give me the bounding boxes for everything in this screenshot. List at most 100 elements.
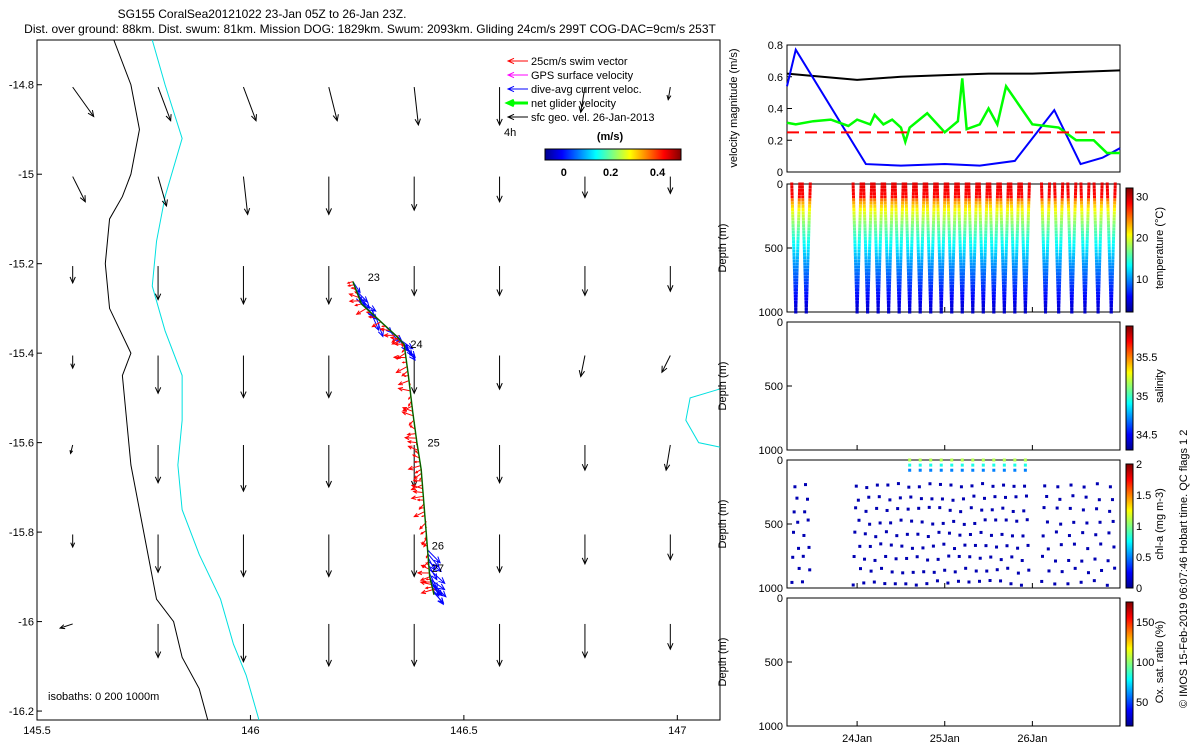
temperature-sample-point <box>947 236 951 240</box>
temperature-sample-point <box>959 256 963 260</box>
temperature-sample-point <box>1083 294 1087 298</box>
temperature-sample-point <box>1015 246 1019 250</box>
temperature-sample-point <box>929 304 933 308</box>
temperature-sample-point <box>880 201 884 205</box>
temperature-sample-point <box>1017 185 1021 189</box>
chl-sample-point <box>963 543 967 547</box>
temperature-sample-point <box>952 252 956 256</box>
geo-velocity-arrow-head <box>70 363 76 370</box>
temperature-sample-point <box>1106 208 1110 212</box>
temperature-sample-point <box>869 204 873 208</box>
temperature-sample-point <box>979 230 983 234</box>
temperature-sample-point <box>857 246 861 250</box>
chl-sample-point <box>1016 571 1020 575</box>
temperature-sample-point <box>862 204 866 208</box>
temperature-sample-point <box>1059 227 1063 231</box>
temperature-sample-point <box>890 204 894 208</box>
time-x-tick-label: 24Jan <box>842 733 872 745</box>
chl-sample-point <box>896 507 900 511</box>
temperature-sample-point <box>942 217 946 221</box>
temperature-sample-point <box>884 217 888 221</box>
temperature-sample-point <box>1024 278 1028 282</box>
temperature-sample-point <box>876 300 880 304</box>
swim-vector-arrow-shaft <box>407 433 416 436</box>
temperature-sample-point <box>948 262 952 266</box>
chl-sample-point <box>943 568 947 572</box>
chl-sample-point <box>1100 568 1104 572</box>
chl-sample-point <box>1112 545 1116 549</box>
swim-vector-arrow <box>409 425 416 430</box>
temperature-sample-point <box>1085 230 1089 234</box>
chl-sample-point <box>1002 483 1006 487</box>
chl-sample-point <box>900 544 904 548</box>
temperature-sample-point <box>992 294 996 298</box>
chl-a-colorbar-tick-label: 0.5 <box>1136 552 1151 564</box>
map-y-tick-label: -15 <box>18 169 34 181</box>
map-y-tick-label: -15.4 <box>9 348 34 360</box>
temperature-sample-point <box>1016 214 1020 218</box>
temperature-sample-point <box>803 256 807 260</box>
temperature-sample-point <box>1057 310 1061 314</box>
temperature-sample-point <box>950 307 954 311</box>
temperature-sample-point <box>877 284 881 288</box>
temperature-sample-point <box>886 275 890 279</box>
temperature-sample-point <box>1071 278 1075 282</box>
temperature-sample-point <box>994 240 998 244</box>
temperature-sample-point <box>1084 278 1088 282</box>
temperature-sample-point <box>980 259 984 263</box>
temperature-sample-point <box>868 230 872 234</box>
temperature-sample-point <box>949 272 953 276</box>
chl-sample-point <box>919 497 923 501</box>
temperature-sample-point <box>982 284 986 288</box>
temperature-sample-point <box>1004 256 1008 260</box>
temperature-sample-point <box>1003 294 1007 298</box>
swim-vector-arrow-head <box>409 425 413 429</box>
temperature-sample-point <box>991 275 995 279</box>
temperature-sample-point <box>1092 192 1096 196</box>
current-vector-arrow-shaft <box>427 549 441 564</box>
swim-vector-arrow-head <box>414 470 419 474</box>
temperature-sample-point <box>1011 243 1015 247</box>
geo-velocity-arrow <box>240 266 247 306</box>
temperature-sample-point <box>925 201 929 205</box>
temperature-sample-point <box>806 268 810 272</box>
chl-sample-point <box>885 508 889 512</box>
temperature-sample-point <box>1045 262 1049 266</box>
temperature-sample-point <box>1046 230 1050 234</box>
temperature-sample-point <box>790 201 794 205</box>
salinity-y-tick-label: 500 <box>765 381 783 393</box>
swim-vector-arrow-head <box>403 374 407 378</box>
swim-vector-arrow <box>407 445 419 451</box>
chl-surface-point <box>939 458 943 462</box>
temperature-sample-point <box>1069 272 1073 276</box>
temperature-sample-point <box>978 208 982 212</box>
temperature-sample-point <box>875 281 879 285</box>
geo-velocity-arrow-head <box>243 207 251 216</box>
temperature-sample-point <box>877 291 881 295</box>
map-y-tick-label: -16.2 <box>9 706 34 718</box>
swim-vector-arrow <box>401 411 414 417</box>
temperature-sample-point <box>910 233 914 237</box>
temperature-sample-point <box>917 281 921 285</box>
temperature-sample-point <box>893 182 897 186</box>
chl-sample-point <box>888 498 892 502</box>
temperature-sample-point <box>949 284 953 288</box>
chl-sample-point <box>791 555 795 559</box>
temperature-sample-point <box>994 233 998 237</box>
temperature-sample-point <box>1006 188 1010 192</box>
chl-a-colorbar-label: chl-a (mg m-3) <box>1154 488 1166 560</box>
temperature-sample-point <box>995 208 999 212</box>
temperature-sample-point <box>977 188 981 192</box>
temperature-sample-point <box>950 304 954 308</box>
temperature-sample-point <box>989 211 993 215</box>
temperature-sample-point <box>1095 275 1099 279</box>
temperature-sample-point <box>888 278 892 282</box>
chl-sample-point <box>1041 534 1045 538</box>
temperature-sample-point <box>927 259 931 263</box>
temperature-sample-point <box>974 204 978 208</box>
temperature-sample-point <box>1014 288 1018 292</box>
swim-vector-arrow-head <box>424 586 429 590</box>
temperature-sample-point <box>1108 281 1112 285</box>
temperature-sample-point <box>927 252 931 256</box>
temperature-sample-point <box>853 240 857 244</box>
